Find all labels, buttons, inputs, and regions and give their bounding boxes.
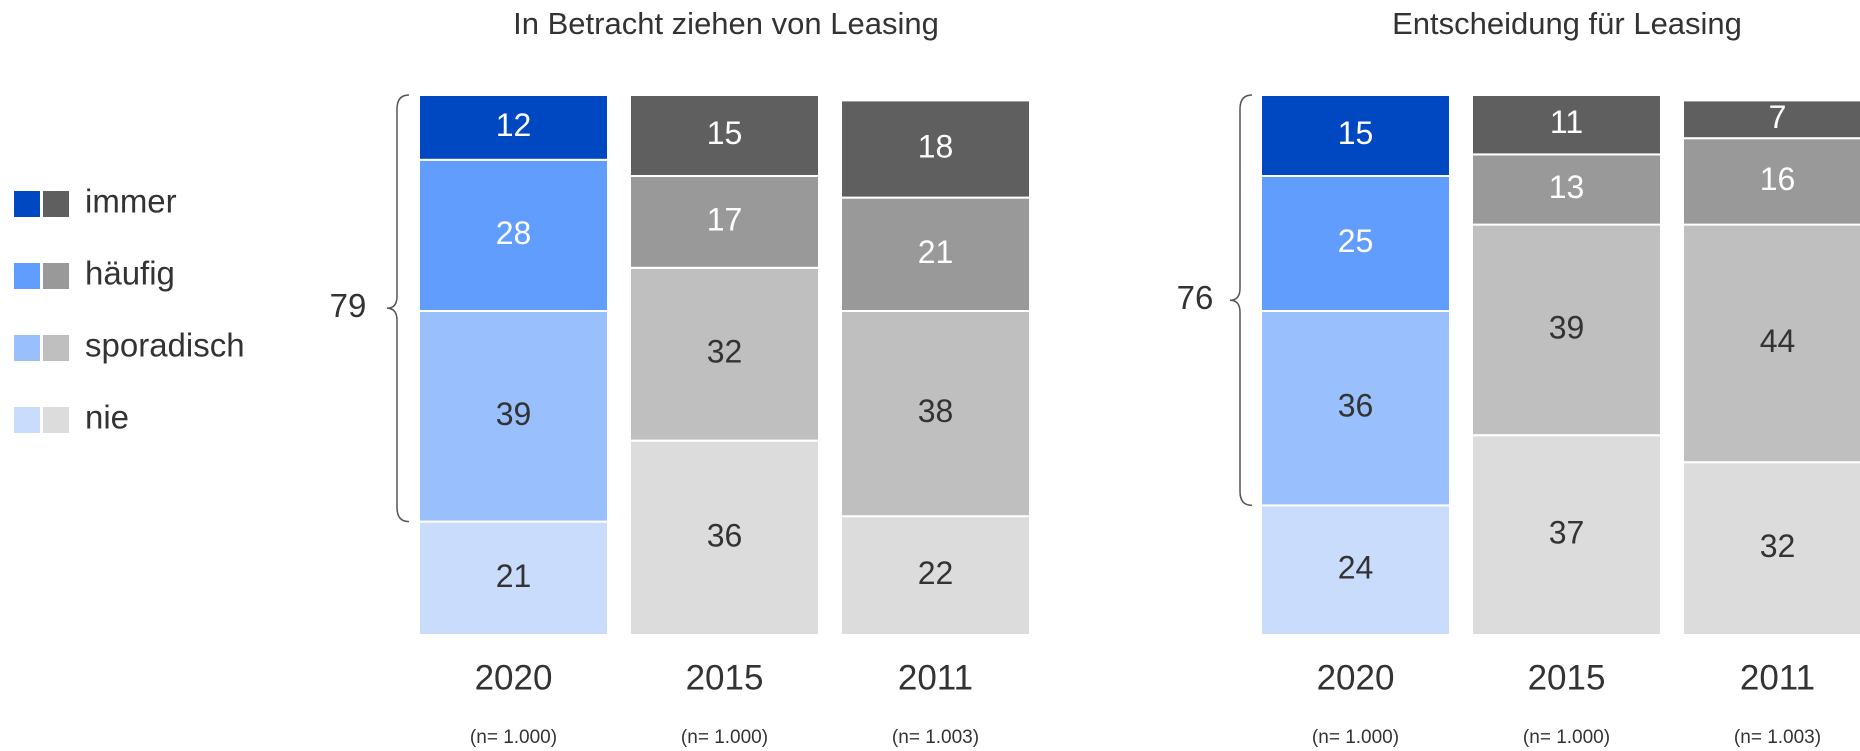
value-label: 44: [1760, 323, 1796, 359]
bar-segment: [1682, 223, 1860, 464]
bar-segment: [840, 196, 1031, 313]
bar-segment: [629, 439, 820, 636]
legend-swatch: [43, 407, 69, 433]
x-tick-label: 2020: [475, 658, 553, 697]
chart-title: In Betracht ziehen von Leasing: [513, 6, 939, 41]
value-label: 37: [1549, 515, 1585, 551]
value-label: 21: [918, 234, 954, 270]
bar-segment: [840, 515, 1031, 637]
bar-segment: [1260, 504, 1451, 636]
value-label: 36: [707, 517, 743, 553]
bar-segment: [1471, 434, 1662, 637]
value-label: 36: [1338, 388, 1374, 424]
value-label: 18: [918, 128, 954, 164]
value-label: 21: [496, 558, 532, 594]
value-label: 17: [707, 201, 743, 237]
x-tick-label: 2011: [898, 658, 973, 697]
value-label: 39: [1549, 309, 1585, 345]
value-label: 7: [1769, 99, 1787, 135]
value-label: 15: [707, 115, 743, 151]
legend-label: immer: [85, 183, 177, 220]
x-tick-label: 2011: [1740, 658, 1815, 697]
value-label: 16: [1760, 161, 1796, 197]
value-label: 24: [1338, 550, 1374, 586]
sample-size: (n= 1.003): [892, 727, 979, 748]
bar-segment: [418, 310, 609, 523]
legend-swatch: [43, 335, 69, 361]
bar-segment: [1471, 94, 1662, 156]
bar-segment: [1471, 223, 1662, 437]
legend-swatch: [43, 263, 69, 289]
bar-segment: [629, 175, 820, 269]
legend-swatch: [14, 191, 40, 217]
value-label: 22: [918, 555, 954, 591]
bar-segment: [629, 94, 820, 177]
chart-title: Entscheidung für Leasing: [1392, 6, 1742, 41]
bar-segment: [840, 99, 1031, 199]
legend-swatch: [14, 263, 40, 289]
value-label: 25: [1338, 223, 1374, 259]
legend-label: häufig: [85, 255, 175, 292]
value-label: 12: [496, 107, 532, 143]
legend-label: sporadisch: [85, 327, 245, 364]
value-label: 15: [1338, 115, 1374, 151]
brace: [1229, 94, 1253, 507]
value-label: 38: [918, 393, 954, 429]
value-label: 32: [707, 334, 743, 370]
value-label: 13: [1549, 169, 1585, 205]
brace-label: 79: [330, 287, 367, 324]
value-label: 11: [1550, 104, 1583, 140]
sample-size: (n= 1.000): [470, 727, 557, 748]
x-tick-label: 2015: [1528, 658, 1606, 697]
bar-segment: [840, 310, 1031, 518]
legend-swatch: [14, 335, 40, 361]
bar-segment: [1260, 94, 1451, 177]
x-tick-label: 2020: [1317, 658, 1395, 697]
sample-size: (n= 1.000): [681, 727, 768, 748]
x-tick-label: 2015: [686, 658, 764, 697]
sample-size: (n= 1.000): [1312, 727, 1399, 748]
legend-swatch: [14, 407, 40, 433]
sample-size: (n= 1.003): [1734, 727, 1821, 748]
bar-segment: [418, 94, 609, 161]
sample-size: (n= 1.000): [1523, 727, 1610, 748]
bar-segment: [418, 520, 609, 636]
legend-label: nie: [85, 399, 129, 436]
brace: [386, 94, 410, 523]
bar-segment: [1260, 175, 1451, 312]
value-label: 32: [1760, 528, 1796, 564]
bar-segment: [1682, 461, 1860, 637]
value-label: 39: [496, 396, 532, 432]
value-label: 28: [496, 215, 532, 251]
bar-segment: [1682, 99, 1860, 140]
legend-swatch: [43, 191, 69, 217]
bar-segment: [629, 266, 820, 442]
bar-segment: [1471, 153, 1662, 226]
brace-label: 76: [1177, 279, 1214, 316]
